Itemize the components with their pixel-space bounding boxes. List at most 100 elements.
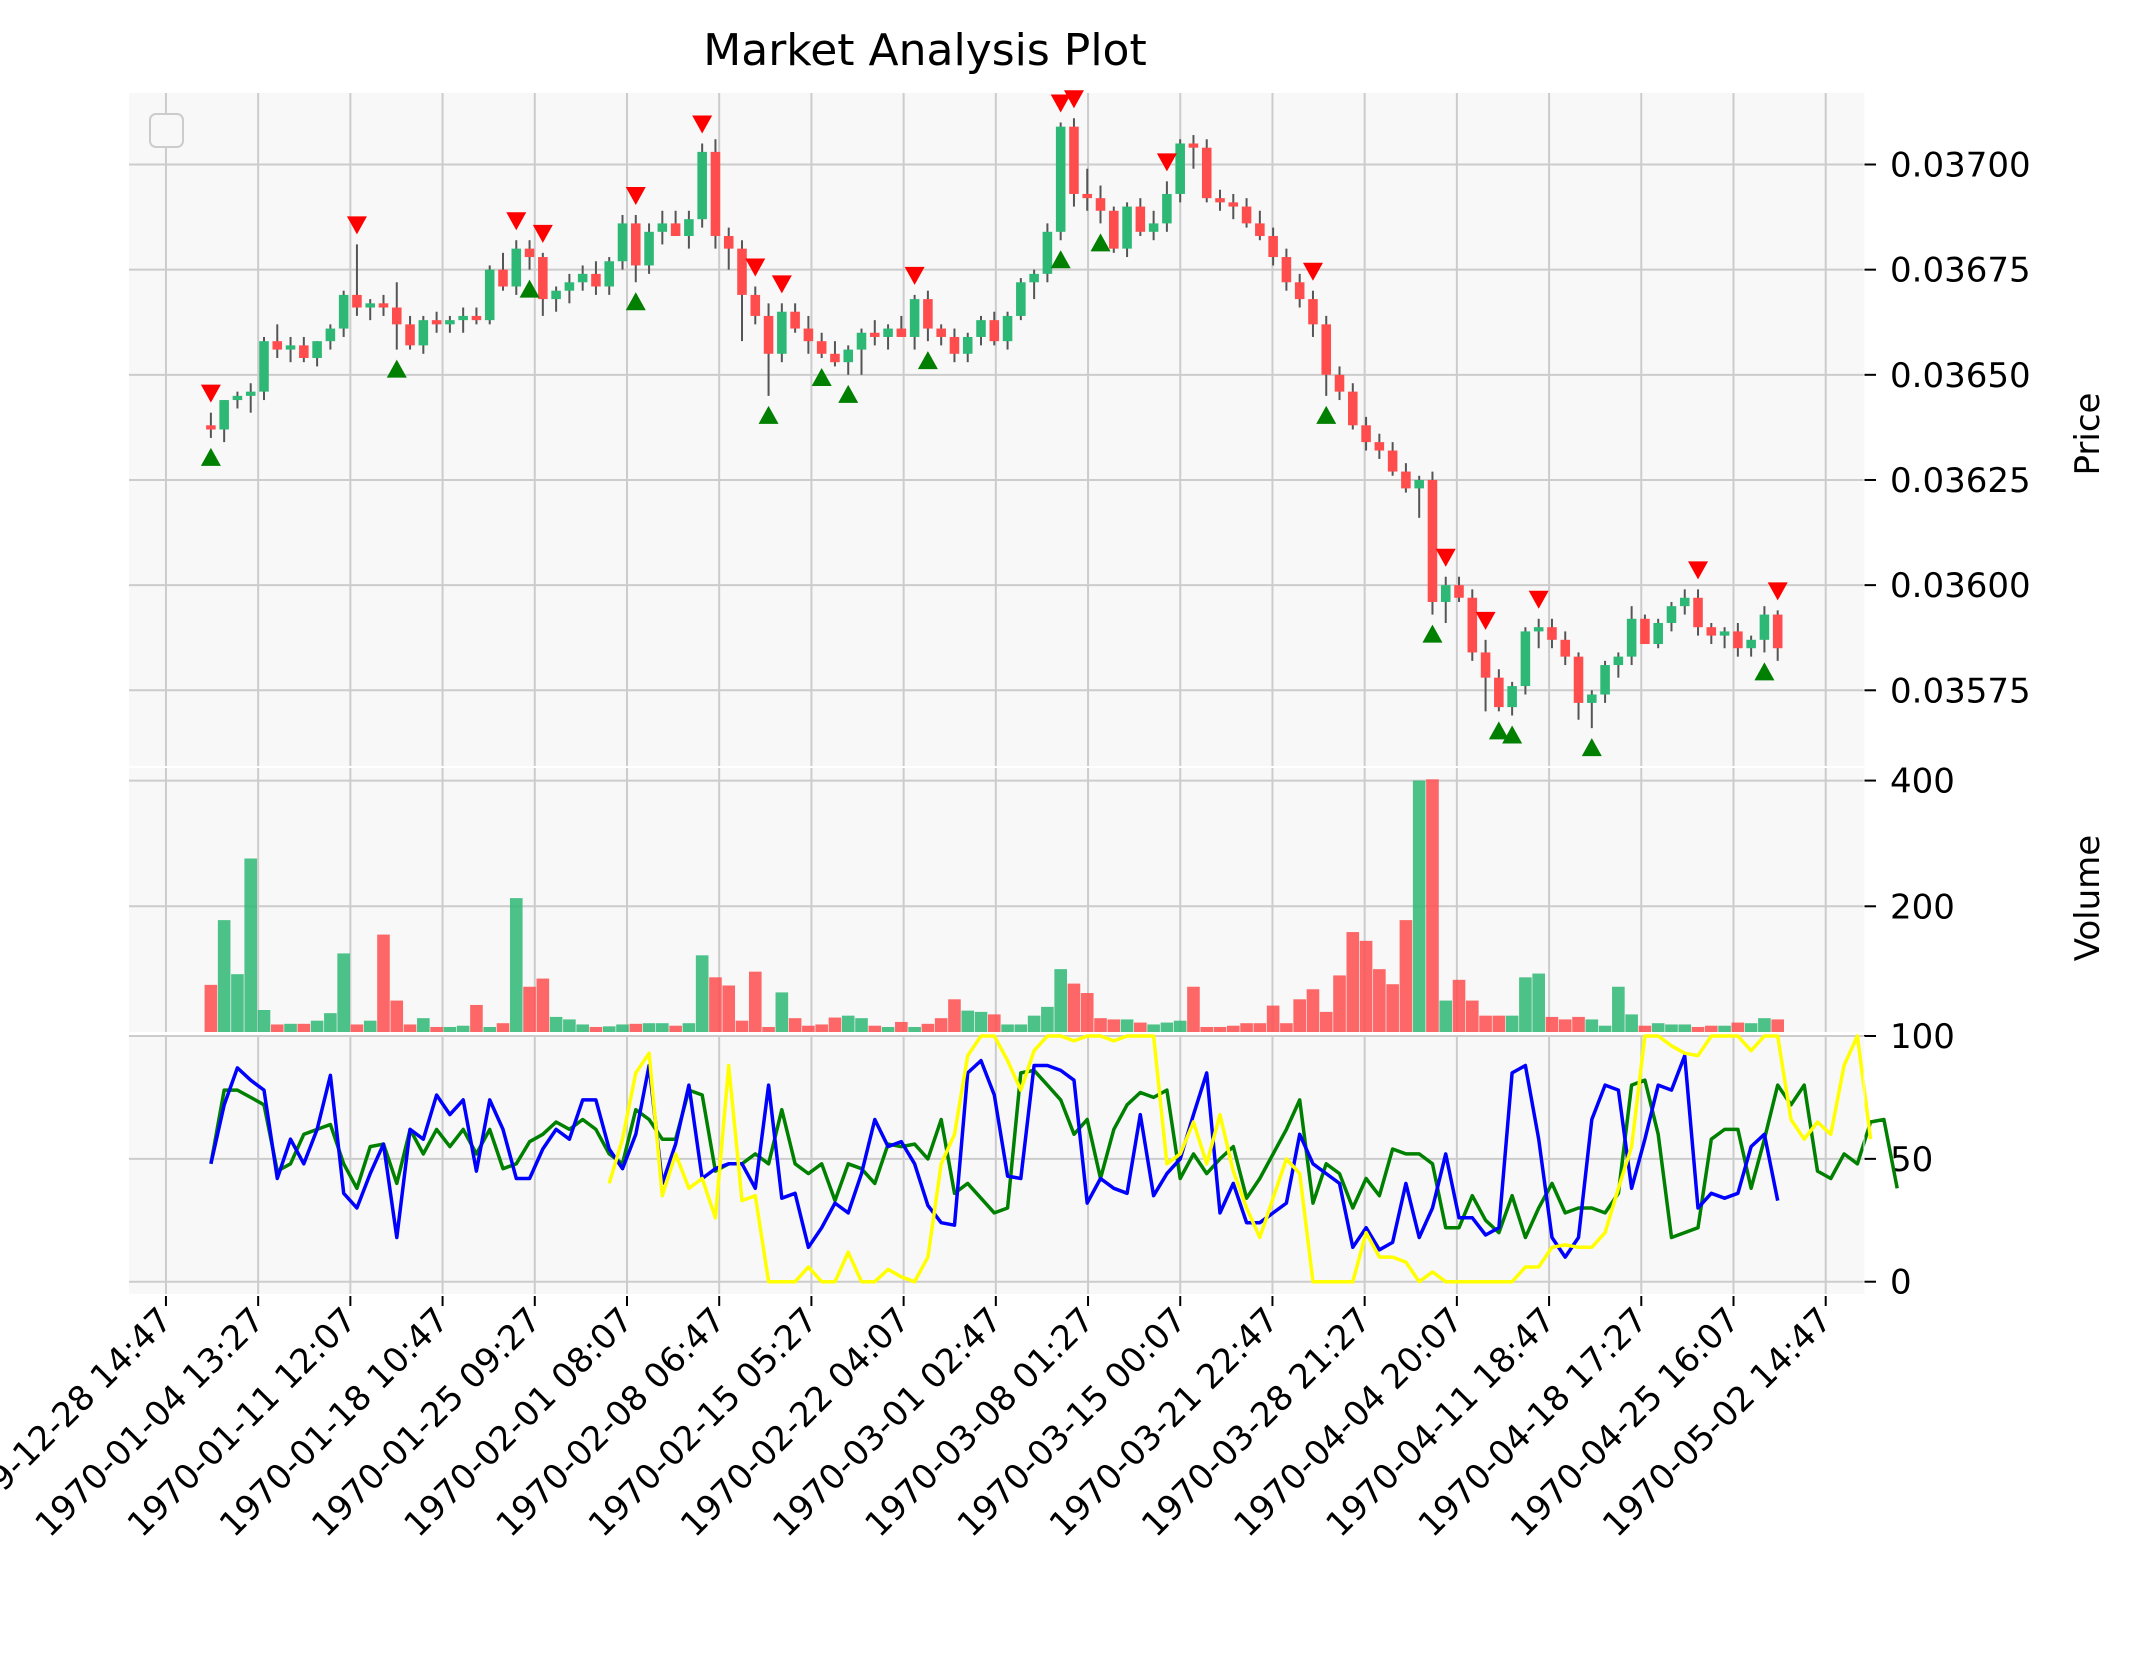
price-axis-label: Price — [2068, 393, 2108, 476]
volume-bar — [417, 1018, 430, 1032]
volume-bar — [828, 1017, 842, 1032]
volume-bar — [1612, 986, 1625, 1032]
candle-down — [1334, 374, 1345, 392]
candle-down — [949, 336, 960, 354]
volume-bar — [1346, 932, 1360, 1032]
volume-bar — [1333, 975, 1346, 1032]
candle-down — [936, 328, 946, 337]
candle-up — [1175, 143, 1185, 194]
candle-down — [870, 332, 880, 337]
candle-down — [206, 425, 216, 430]
candle-up — [1587, 694, 1597, 703]
candle-down — [1772, 614, 1783, 649]
volume-bar — [934, 1018, 948, 1032]
candle-down — [352, 294, 362, 308]
buy-marker — [625, 292, 646, 311]
volume-tick-labels: 200 400 — [1864, 762, 1955, 927]
volume-bar — [669, 1025, 682, 1032]
volume-bar — [1691, 1026, 1705, 1032]
candle-down — [1321, 324, 1332, 375]
buy-marker — [200, 447, 221, 466]
candle-down — [1095, 198, 1106, 211]
volume-bar — [284, 1023, 297, 1032]
candle-up — [1626, 618, 1637, 657]
volume-bar — [1280, 1023, 1293, 1032]
candle-down — [1706, 627, 1717, 636]
candle-up — [325, 328, 336, 342]
candle-down — [1480, 652, 1491, 678]
volume-bar — [1651, 1023, 1665, 1032]
candle-up — [1414, 479, 1424, 489]
oscillator-tick-label: 0 — [1890, 1263, 1912, 1303]
candle-down — [538, 257, 548, 300]
volume-bar — [948, 999, 961, 1032]
candle-down — [1109, 210, 1119, 249]
candle-up — [684, 219, 694, 237]
volume-bar — [1134, 1022, 1147, 1032]
volume-bar — [430, 1026, 443, 1032]
candle-up — [657, 223, 668, 232]
buy-marker — [917, 351, 938, 370]
candle-up — [697, 151, 707, 220]
candle-down — [378, 303, 389, 308]
volume-bar — [1041, 1006, 1054, 1032]
volume-bar — [244, 858, 258, 1032]
volume-bar — [589, 1026, 603, 1032]
candle-up — [232, 395, 243, 401]
price-tick-label: 0.03650 — [1890, 356, 2031, 396]
volume-bar — [1120, 1019, 1134, 1032]
volume-grid — [129, 768, 1864, 1032]
volume-bar — [1200, 1026, 1214, 1032]
volume-bar — [1558, 1019, 1572, 1032]
candle-up — [976, 320, 986, 337]
candle-down — [498, 269, 508, 287]
volume-bar — [722, 985, 736, 1032]
volume-bar — [377, 934, 390, 1032]
volume-bar — [1771, 1019, 1784, 1032]
price-tick-label: 0.03700 — [1890, 146, 2031, 186]
volume-bar — [390, 1000, 404, 1032]
sell-marker — [532, 224, 553, 243]
sell-marker — [1435, 548, 1456, 567]
volume-bar — [1319, 1011, 1333, 1032]
volume-bar — [1306, 989, 1320, 1032]
legend-box — [149, 113, 184, 148]
volume-bar — [616, 1024, 629, 1032]
candle-down — [1228, 202, 1239, 207]
price-panel: 0.03575 0.03600 0.03625 0.03650 0.03675 0.037… — [129, 90, 2108, 766]
candle-down — [1560, 639, 1571, 657]
volume-tick-label: 200 — [1890, 887, 1955, 927]
sell-marker — [506, 212, 527, 231]
candle-up — [1759, 614, 1770, 640]
candle-up — [1162, 193, 1172, 224]
volume-bar — [1598, 1025, 1612, 1032]
candle-down — [750, 294, 761, 316]
price-tick-label: 0.03625 — [1890, 461, 2031, 501]
volume-bar — [443, 1026, 457, 1032]
volume-bar — [1731, 1022, 1745, 1032]
candle-down — [1693, 597, 1703, 628]
volume-bar — [1532, 973, 1545, 1032]
sell-marker — [771, 275, 792, 294]
sell-marker — [1156, 153, 1177, 172]
volume-bar — [204, 984, 218, 1032]
volume-bar — [1704, 1025, 1718, 1032]
volume-bar — [1173, 1020, 1187, 1032]
volume-bar — [709, 977, 722, 1032]
volume-bars — [204, 779, 1784, 1032]
volume-bar — [1585, 1019, 1599, 1032]
volume-bar — [855, 1018, 868, 1032]
sell-marker — [692, 115, 713, 134]
volume-bar — [523, 986, 536, 1032]
volume-bar — [602, 1026, 616, 1032]
volume-bar — [1465, 1000, 1479, 1032]
volume-bar — [974, 1011, 988, 1032]
volume-bar — [536, 978, 550, 1032]
sell-marker — [1767, 582, 1788, 601]
volume-bar — [656, 1023, 669, 1032]
candle-up — [1533, 627, 1544, 632]
candle-up — [445, 320, 455, 325]
buy-marker — [386, 359, 407, 378]
volume-bar — [815, 1024, 828, 1032]
volume-bar — [1426, 779, 1439, 1032]
